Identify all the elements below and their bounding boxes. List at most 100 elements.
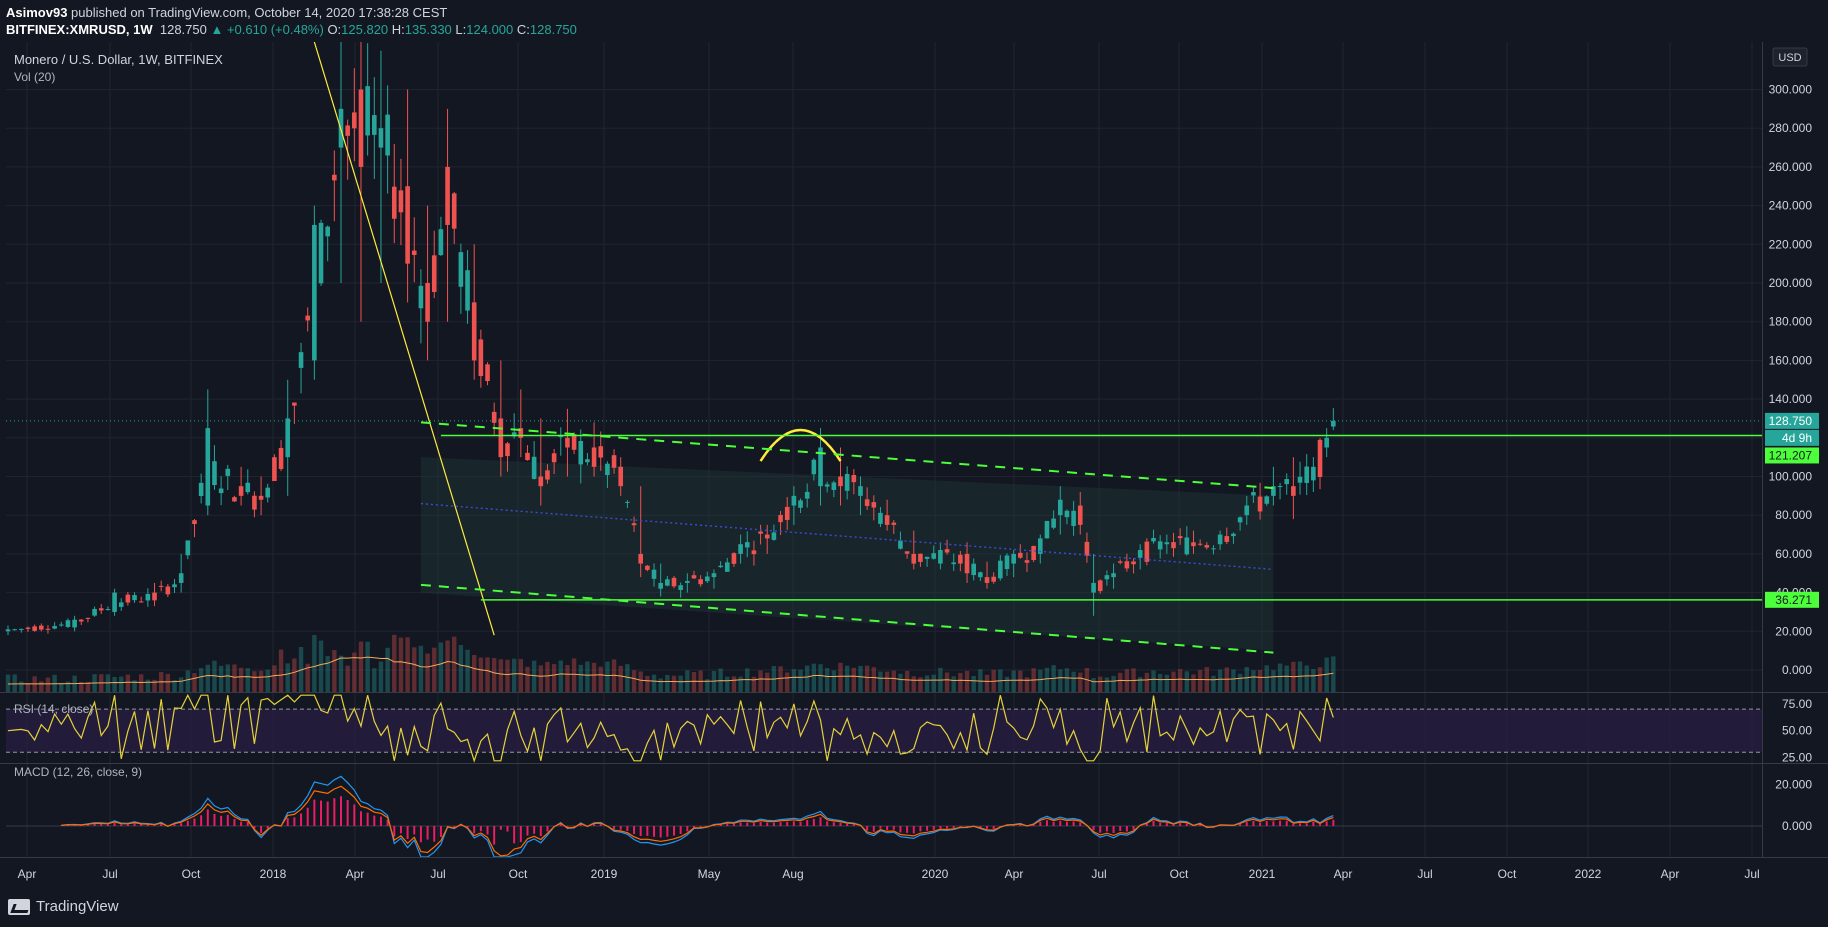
macd-histogram-bar [213,813,216,826]
macd-histogram-bar [619,826,622,830]
volume-bar [1317,667,1323,692]
candle-body [498,418,504,458]
macd-histogram-bar [193,818,196,826]
candle-body [232,497,237,502]
macd-histogram-bar [1279,820,1282,826]
macd-histogram-bar [573,826,576,828]
publish-text: published on TradingView.com, October 14… [71,5,448,20]
macd-histogram-bar [173,824,176,826]
volume-bar [39,681,44,692]
candle-body [405,186,410,264]
price-tick-label: 160.000 [1769,353,1813,367]
candle-body [478,339,484,377]
volume-bar [1164,674,1170,692]
candle-body [891,522,897,525]
candle-body [1297,476,1303,483]
candle-body [838,476,843,487]
price-change: ▲ +0.610 (+0.48%) [210,22,324,37]
price-tick-label: 300.000 [1769,83,1813,97]
time-tick-label: Oct [1498,867,1517,881]
macd-histogram-bar [86,824,89,826]
candle-body [1204,545,1210,548]
macd-histogram-bar [1299,823,1302,826]
volume-bar [1157,673,1163,692]
price-tick-label: 0.000 [1782,663,1812,677]
volume-bar [1058,669,1063,692]
time-tick-label: Oct [1170,867,1189,881]
macd-histogram-bar [1012,825,1015,826]
time-axis[interactable]: Apr Jul Oct 2018 Apr Jul Oct 2019 May Aug 2020 Apr J… [18,867,1760,881]
candle-body [571,434,577,450]
candle-body [178,573,184,583]
candle-body [671,577,677,587]
rsi-line [7,693,1334,763]
volume-bar [1244,667,1249,692]
volume-bar [631,670,637,692]
volume-bar [25,683,31,692]
macd-histogram-bar [493,826,496,845]
time-tick-label: Oct [182,867,201,881]
chart-area[interactable]: 0.00020.00040.00060.00080.000100.000120.… [0,42,1828,888]
candle-body [471,302,477,361]
author-name[interactable]: Asimov93 [6,5,68,20]
volume-bar [345,665,350,692]
tradingview-logo[interactable]: TradingView [8,898,119,915]
macd-pane [6,775,1762,858]
rsi-legend-title: RSI (14, close) [14,702,93,716]
macd-histogram-bar [246,822,249,826]
candle-body [984,577,990,583]
candle-body [1237,517,1243,523]
volume-legend-title: Vol (20) [14,70,55,84]
countdown-tag: 4d 9h [1782,431,1812,445]
volume-bar [1271,670,1276,692]
candle-body [1077,505,1083,525]
candle-body [1197,543,1203,545]
candle-body [1317,439,1323,477]
volume-bar [425,653,430,692]
candle-body [118,602,124,607]
candle-body [39,625,44,630]
candle-body [192,520,197,525]
candle-body [5,629,11,632]
low-value: 124.000 [466,22,514,37]
macd-histogram-bar [93,824,96,826]
macd-histogram-bar [546,826,549,832]
time-tick-label: 2021 [1249,867,1276,881]
volume-bar [778,666,783,692]
price-axis[interactable]: 0.00020.00040.00060.00080.000100.000120.… [1765,83,1819,834]
volume-bar [198,668,204,692]
volume-bar [258,670,264,692]
time-tick-label: Jul [1417,867,1432,881]
candle-body [372,115,377,135]
candle-body [884,515,890,525]
volume-bar [725,676,730,692]
macd-histogram-bar [686,826,689,832]
macd-histogram-bar [626,826,629,832]
macd-histogram-bar [579,824,582,826]
volume-bar [645,675,650,692]
symbol-label: BITFINEX:XMRUSD, 1W [6,22,153,37]
macd-histogram-bar [73,825,76,826]
candle-body [465,270,470,311]
currency-button[interactable] [1772,47,1808,67]
macd-histogram-bar [379,816,382,826]
macd-histogram-bar [872,826,875,832]
candle-body [438,229,444,256]
macd-histogram-bar [1032,824,1035,826]
macd-histogram-bar [593,824,596,826]
volume-bar [1038,669,1043,692]
macd-histogram-bar [146,824,149,826]
volume-bar [65,681,71,692]
candle-body [758,531,763,534]
macd-histogram-bar [399,826,402,834]
candle-body [764,534,770,539]
candle-body [798,500,803,508]
candle-body [45,628,51,630]
volume-bar [491,658,497,692]
candle-body [112,592,117,612]
rsi-tick-label: 75.00 [1782,697,1812,711]
countdown-tag-bg [1765,429,1819,446]
candle-body [698,579,703,585]
volume-bar [432,647,437,692]
macd-histogram-bar [1112,826,1115,834]
